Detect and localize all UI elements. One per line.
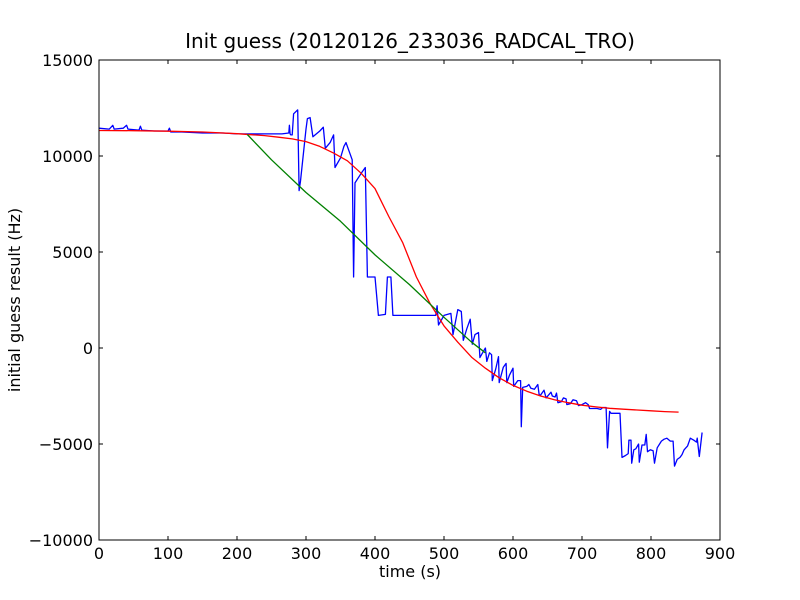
y-axis: −10000 −5000 0 5000 10000 15000 — [29, 51, 720, 550]
y-tick-label: −10000 — [29, 531, 93, 550]
x-tick-label: 500 — [429, 544, 460, 563]
x-tick-label: 600 — [498, 544, 529, 563]
y-tick-label: −5000 — [39, 435, 93, 454]
x-tick-label: 0 — [94, 544, 104, 563]
y-tick-label: 10000 — [42, 147, 93, 166]
series-line-0 — [98, 109, 703, 467]
x-tick-label: 900 — [705, 544, 736, 563]
series-line-2 — [246, 134, 486, 354]
plot-frame — [98, 59, 721, 541]
y-axis-label: initial guess result (Hz) — [5, 208, 24, 392]
x-tick-label: 400 — [360, 544, 391, 563]
chart-title: Init guess (20120126_233036_RADCAL_TRO) — [185, 29, 635, 53]
x-tick-label: 300 — [291, 544, 322, 563]
y-tick-label: 15000 — [42, 51, 93, 70]
y-tick-label: 0 — [83, 339, 93, 358]
x-axis: 0 100 200 300 400 500 600 700 800 900 — [94, 60, 735, 563]
y-tick-label: 5000 — [52, 243, 93, 262]
x-axis-label: time (s) — [379, 562, 441, 581]
x-tick-label: 800 — [636, 544, 667, 563]
x-tick-label: 700 — [567, 544, 598, 563]
x-tick-label: 100 — [153, 544, 184, 563]
series-layer — [98, 109, 703, 467]
x-tick-label: 200 — [222, 544, 253, 563]
